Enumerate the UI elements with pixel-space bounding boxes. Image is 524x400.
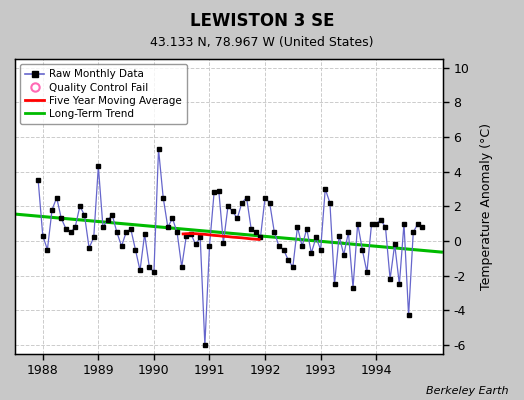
Legend: Raw Monthly Data, Quality Control Fail, Five Year Moving Average, Long-Term Tren: Raw Monthly Data, Quality Control Fail, … xyxy=(20,64,188,124)
Y-axis label: Temperature Anomaly (°C): Temperature Anomaly (°C) xyxy=(481,123,493,290)
Text: 43.133 N, 78.967 W (United States): 43.133 N, 78.967 W (United States) xyxy=(150,36,374,49)
Text: Berkeley Earth: Berkeley Earth xyxy=(426,386,508,396)
Text: LEWISTON 3 SE: LEWISTON 3 SE xyxy=(190,12,334,30)
